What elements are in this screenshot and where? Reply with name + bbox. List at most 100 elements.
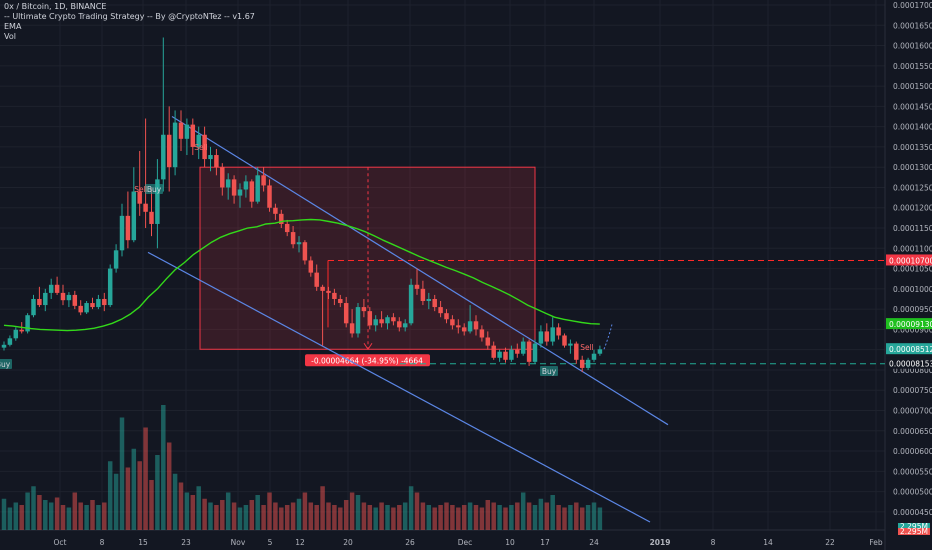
candle xyxy=(143,118,148,229)
volume-bar xyxy=(556,505,561,530)
price-tag-bg xyxy=(886,357,932,369)
candle xyxy=(568,339,573,354)
candle-body xyxy=(214,155,219,168)
candle-body xyxy=(243,181,249,190)
time-tick-label: 17 xyxy=(540,538,550,547)
candle xyxy=(166,106,172,192)
candle xyxy=(290,225,296,249)
volume-bar xyxy=(161,405,166,530)
volume-bar xyxy=(473,505,479,530)
candle-body xyxy=(249,181,255,202)
candle xyxy=(391,313,396,326)
candle xyxy=(208,146,213,172)
candle-body xyxy=(225,179,231,188)
volume-bar xyxy=(107,461,113,530)
candle-body xyxy=(497,351,502,358)
candle xyxy=(249,179,255,208)
candle xyxy=(102,292,107,312)
signal-label: Sell xyxy=(194,143,208,152)
volume-bar xyxy=(267,492,272,530)
candle-body xyxy=(591,353,597,360)
candle xyxy=(31,294,36,318)
candle xyxy=(231,175,237,204)
candle xyxy=(237,183,243,208)
candle-body xyxy=(485,337,491,346)
time-tick-label: Nov xyxy=(231,538,246,547)
volume-bar xyxy=(261,505,266,530)
candle xyxy=(149,187,154,237)
volume-bar xyxy=(237,507,243,530)
buy-signal: Buy xyxy=(145,184,163,194)
price-tag-text: 0.00010700 xyxy=(889,256,932,265)
candle-body xyxy=(473,321,479,330)
signal-label: Buy xyxy=(0,360,11,369)
candle xyxy=(1,341,7,351)
candle-body xyxy=(550,327,555,342)
candle xyxy=(25,313,30,334)
candle-body xyxy=(231,179,237,196)
volume-bar xyxy=(155,455,160,530)
volume-bar xyxy=(509,505,514,530)
candle xyxy=(273,203,278,220)
candle xyxy=(355,303,361,338)
volume-bar xyxy=(143,427,148,530)
price-tag: 0.00010700 xyxy=(886,254,932,265)
volume-bar xyxy=(544,502,550,530)
symbol-title: 0x / Bitcoin, 1D, BINANCE xyxy=(4,2,107,11)
candle-body xyxy=(314,272,319,287)
volume-bar xyxy=(273,502,278,530)
candle-body xyxy=(343,303,349,324)
volume-bar xyxy=(574,502,579,530)
candle xyxy=(13,327,19,341)
volume-bar xyxy=(66,507,72,530)
vol-label: Vol xyxy=(4,32,16,41)
price-tags: 0.00010700 0.00009130 0.00008512 0.00008153 xyxy=(886,254,932,369)
candle xyxy=(48,278,54,299)
candle xyxy=(196,126,201,160)
volume-bar xyxy=(432,507,437,530)
volume-bar xyxy=(438,505,443,530)
candle xyxy=(255,167,260,204)
time-tick-label: 8 xyxy=(100,538,105,547)
candle xyxy=(84,301,89,314)
candle xyxy=(597,345,603,356)
candle-body xyxy=(373,319,378,326)
candle-body xyxy=(532,343,538,362)
candle-body xyxy=(379,319,384,324)
volume-bar xyxy=(184,492,190,530)
volume-bar xyxy=(131,448,137,530)
volume-bar xyxy=(456,507,461,530)
volume-bar xyxy=(279,507,284,530)
candle xyxy=(503,347,508,363)
candle-body xyxy=(520,341,526,354)
candle-body xyxy=(296,242,302,245)
candle xyxy=(373,315,378,332)
candle-body xyxy=(538,331,544,344)
candle-body xyxy=(31,298,36,316)
candle xyxy=(574,341,579,364)
price-tick-label: 0.00004500 xyxy=(893,508,932,517)
volume-bar xyxy=(503,507,508,530)
volume-bar xyxy=(361,502,367,530)
price-tag-text: 0.00009130 xyxy=(889,320,932,329)
volume-bar xyxy=(113,473,119,530)
volume-bar xyxy=(332,505,337,530)
signal-label: Buy xyxy=(147,185,162,194)
candle-body xyxy=(119,215,125,251)
volume-bar xyxy=(579,507,585,530)
measure-label: -0.00004664 (-34.95%) -4664 xyxy=(305,354,430,367)
candle-body xyxy=(96,298,101,308)
candle-body xyxy=(7,338,13,345)
candle-body xyxy=(172,122,178,168)
candle xyxy=(591,349,597,362)
volume-bar xyxy=(444,502,449,530)
volume-bar xyxy=(208,502,213,530)
